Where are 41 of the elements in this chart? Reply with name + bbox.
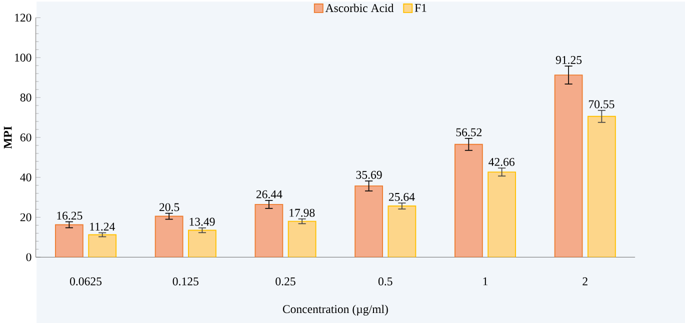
- bar: [488, 171, 516, 257]
- bar: [354, 185, 384, 257]
- y-tick-label: 40: [20, 173, 32, 182]
- bar: [54, 224, 84, 257]
- bar: [454, 144, 483, 257]
- data-label: 91.25: [556, 56, 582, 64]
- data-label: 25.64: [388, 192, 415, 201]
- data-label: 13.49: [190, 218, 215, 226]
- data-label: 70.55: [588, 100, 614, 108]
- data-label: 42.66: [488, 158, 514, 166]
- data-label: 26.44: [256, 190, 282, 198]
- y-axis-title: MPI: [4, 126, 12, 148]
- data-label: 20.5: [160, 202, 180, 211]
- y-tick-label: 100: [15, 53, 32, 62]
- x-tick-label: 0.0625: [70, 277, 102, 286]
- legend-label: F1: [414, 4, 426, 12]
- y-tick-label: 60: [20, 133, 32, 142]
- y-tick-label: 80: [20, 93, 32, 102]
- x-tick-label: 0.5: [378, 277, 392, 286]
- x-tick-label: 2: [582, 277, 588, 285]
- y-tick-label: 120: [15, 13, 32, 22]
- x-axis-title: Concentration (µg/ml): [282, 304, 388, 316]
- bar: [254, 204, 284, 257]
- x-tick-label: 0.125: [172, 277, 198, 286]
- y-tick-label: 20: [20, 213, 32, 222]
- data-label: 17.98: [290, 208, 315, 217]
- data-label: 35.69: [356, 170, 382, 179]
- x-tick-label: 0.25: [276, 277, 296, 286]
- bar: [388, 205, 416, 257]
- bar: [154, 216, 184, 257]
- bar: [554, 74, 583, 257]
- bar: [288, 220, 316, 257]
- bar: [88, 234, 117, 257]
- data-label: 16.25: [57, 211, 82, 220]
- data-label: 11.24: [90, 222, 115, 230]
- data-label: 56.52: [456, 128, 482, 136]
- y-tick-label: 0: [26, 252, 32, 261]
- bar: [587, 116, 616, 257]
- x-tick-label: 1: [483, 277, 488, 285]
- bar: [188, 230, 216, 257]
- legend-label: Ascorbic Acid: [325, 4, 394, 12]
